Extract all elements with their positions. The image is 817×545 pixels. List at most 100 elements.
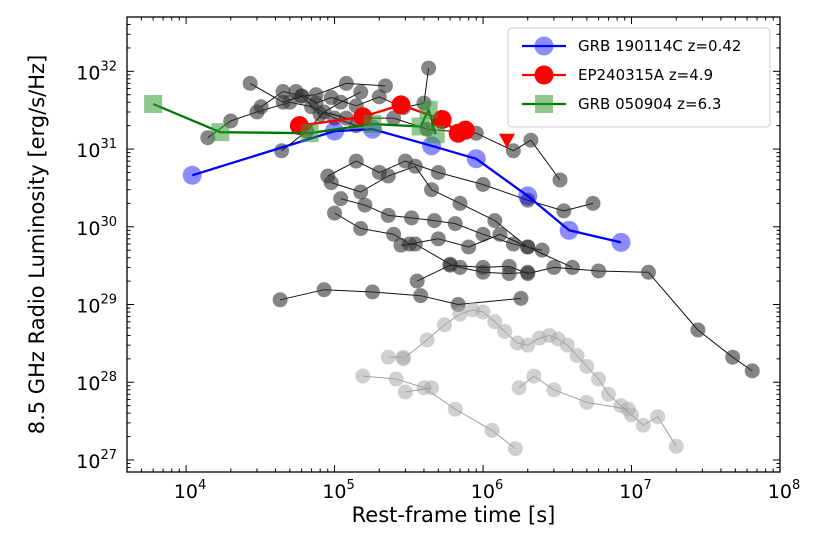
grb-050904-z-6-3-point	[427, 125, 445, 143]
y-tick-label-base: 10	[76, 373, 100, 395]
y-tick-label-exponent: 27	[100, 448, 117, 463]
faint-track-point	[396, 350, 411, 365]
sample-track-point	[353, 221, 368, 236]
y-tick-label-base: 10	[76, 140, 100, 162]
sample-track-point	[690, 322, 705, 337]
grb-190114c-z-0-42-point	[518, 186, 537, 205]
faint-track-point	[424, 380, 439, 395]
faint-track-point	[508, 441, 523, 456]
faint-track-point	[526, 369, 541, 384]
grb-050904-z-6-3-point	[211, 123, 229, 141]
grb-190114c-z-0-42-point	[183, 166, 202, 185]
faint-track-point	[398, 384, 413, 399]
sample-track-point	[408, 237, 423, 252]
faint-track-point	[448, 402, 463, 417]
faint-track-point	[579, 395, 594, 410]
faint-track-point	[485, 423, 500, 438]
sample-track-point	[520, 239, 535, 254]
legend-ep240315a-z-4-9-marker	[535, 66, 554, 85]
sample-track-point	[317, 282, 332, 297]
sample-track-point	[349, 154, 364, 169]
legend-grb-190114c-z-0-42-label: GRB 190114C z=0.42	[578, 37, 741, 55]
sample-track-point	[413, 288, 428, 303]
faint-track-point	[579, 359, 594, 374]
sample-track-point	[448, 216, 463, 231]
sample-track-point	[421, 61, 436, 76]
x-tick-label-base: 10	[768, 481, 792, 503]
sample-track-point	[591, 263, 606, 278]
sample-track-point	[357, 198, 372, 213]
grb-050904-z-6-3-point	[363, 115, 381, 133]
sample-track-point	[353, 85, 368, 100]
x-tick-label-base: 10	[471, 481, 495, 503]
sample-track-point	[410, 274, 425, 289]
sample-track-point	[487, 213, 502, 228]
faint-track-point	[497, 324, 512, 339]
sample-track-point	[502, 259, 517, 274]
sample-track-point	[378, 78, 393, 93]
sample-track-point	[725, 350, 740, 365]
sample-track-point	[324, 175, 339, 190]
sample-track-point	[565, 260, 580, 275]
sample-track-point	[324, 90, 339, 105]
faint-track-point	[636, 418, 651, 433]
sample-track-point	[317, 104, 332, 119]
sample-track-point	[333, 191, 348, 206]
legend-ep240315a-z-4-9-label: EP240315A z=4.9	[578, 66, 713, 84]
faint-track-point	[546, 382, 561, 397]
grb-050904-z-6-3-point	[144, 95, 162, 113]
faint-track-point	[621, 402, 636, 417]
faint-track-point	[437, 317, 452, 332]
y-tick-label-exponent: 32	[100, 59, 117, 74]
sample-track-point	[294, 89, 309, 104]
sample-track-point	[461, 239, 476, 254]
sample-track-point	[520, 266, 535, 281]
legend-grb-050904-z-6-3-marker	[535, 95, 553, 113]
sample-track-point	[492, 227, 507, 242]
sample-track-point	[745, 363, 760, 378]
y-tick-label-base: 10	[76, 218, 100, 240]
sample-track-point	[254, 99, 269, 114]
legend: GRB 190114C z=0.42 EP240315A z=4.9 GRB 050…	[508, 28, 770, 127]
x-tick-label-exponent: 7	[643, 478, 651, 493]
ep240315a-z-4-9-point	[456, 121, 475, 140]
x-tick-label-exponent: 8	[792, 478, 800, 493]
sample-track-point	[381, 208, 396, 223]
sample-track-point	[353, 185, 368, 200]
faint-track-point	[381, 350, 396, 365]
x-tick-label-exponent: 6	[495, 478, 503, 493]
sample-track-point	[476, 260, 491, 275]
sample-track-point	[309, 87, 324, 102]
sample-track-point	[556, 203, 571, 218]
sample-track-point	[393, 238, 408, 253]
faint-track-point	[601, 387, 616, 402]
y-tick-label-exponent: 29	[100, 293, 117, 308]
faint-track-point	[650, 409, 665, 424]
legend-grb-050904-z-6-3-label: GRB 050904 z=6.3	[578, 95, 721, 113]
radio-luminosity-chart: 104 105 106 107 108102710281029103010311032 …	[0, 0, 817, 545]
sample-track-point	[553, 172, 568, 187]
grb-190114c-z-0-42-point	[560, 221, 579, 240]
x-tick-label-exponent: 4	[198, 478, 206, 493]
sample-track-point	[431, 165, 446, 180]
grb-190114c-z-0-42-point	[612, 233, 631, 252]
y-tick-label-exponent: 31	[100, 137, 117, 152]
sample-track-point	[535, 243, 550, 258]
faint-track-point	[476, 305, 491, 320]
sample-track-point	[427, 213, 442, 228]
x-tick-label-base: 10	[619, 481, 643, 503]
grb-050904-z-6-3-point	[420, 101, 438, 119]
sample-track-point	[585, 196, 600, 211]
sample-track-point	[408, 159, 423, 174]
sample-track-point	[443, 258, 458, 273]
sample-track-point	[476, 177, 491, 192]
y-tick-label-exponent: 30	[100, 215, 117, 230]
sample-track-point	[365, 284, 380, 299]
faint-track-point	[669, 439, 684, 454]
faint-track-point	[420, 332, 435, 347]
sample-track-point	[404, 210, 419, 225]
sample-track-point	[273, 292, 288, 307]
legend-grb-190114c-z-0-42-marker	[535, 37, 554, 56]
y-tick-label-exponent: 28	[100, 370, 117, 385]
grb-190114c-z-0-42-point	[467, 149, 486, 168]
